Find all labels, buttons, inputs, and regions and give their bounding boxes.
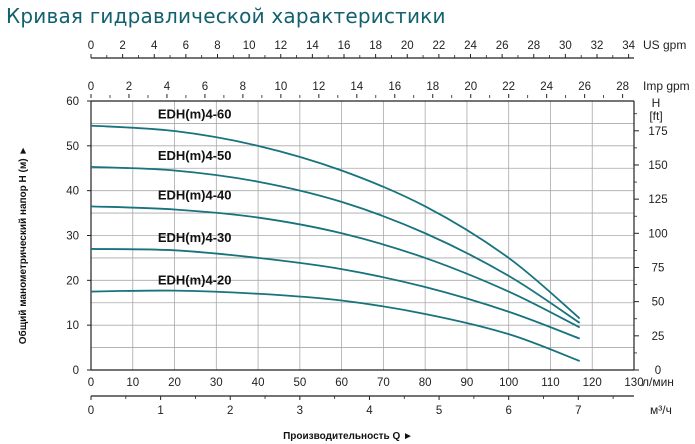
series-label: EDH(m)4-20 — [158, 273, 232, 288]
imp-gpm-tick-label: 24 — [540, 81, 553, 93]
imp-gpm-tick-label: 12 — [312, 81, 325, 93]
us-gpm-tick-label: 10 — [243, 40, 256, 52]
x-tick-label: 20 — [168, 377, 181, 389]
page-title: Кривая гидравлической характеристики — [6, 4, 446, 28]
ft-tick-label: 150 — [648, 160, 667, 172]
ft-tick-label: 75 — [652, 262, 665, 274]
x-tick-label: 50 — [293, 377, 306, 389]
curve-line — [90, 289, 581, 362]
imp-gpm-tick-label: 16 — [388, 81, 401, 93]
curve-line — [90, 166, 581, 324]
x-tick-label: 100 — [499, 377, 518, 389]
y-tick-label: 50 — [66, 141, 79, 153]
us-gpm-tick-label: 30 — [559, 40, 572, 52]
y-tick-label: 40 — [66, 186, 79, 198]
m3h-tick-label: 4 — [366, 405, 373, 417]
us-gpm-tick-label: 32 — [591, 40, 604, 52]
imp-gpm-tick-label: 22 — [502, 81, 515, 93]
m3h-tick-label: 2 — [227, 405, 233, 417]
us-gpm-tick-label: 16 — [338, 40, 351, 52]
y-tick-label: 10 — [66, 320, 79, 332]
ft-tick-label: 25 — [652, 331, 665, 343]
ft-tick-label: 0 — [655, 365, 661, 377]
imp-gpm-tick-label: 0 — [88, 81, 94, 93]
tick-marks — [87, 54, 639, 400]
us-gpm-tick-label: 0 — [88, 40, 94, 52]
m3h-tick-label: 0 — [88, 405, 94, 417]
x-tick-label: 40 — [252, 377, 265, 389]
imp-gpm-tick-label: 14 — [350, 81, 363, 93]
y-tick-label: 60 — [66, 96, 79, 108]
y-tick-label: 20 — [66, 275, 79, 287]
imp-gpm-label: Imp gpm — [643, 79, 690, 93]
curve-series — [90, 124, 581, 362]
imp-gpm-tick-label: 6 — [202, 81, 208, 93]
us-gpm-tick-label: 14 — [306, 40, 319, 52]
curve-line — [90, 248, 581, 340]
y-axis-title: Общий манометрический напор H (м) ► — [17, 146, 29, 345]
m3h-tick-label: 6 — [505, 405, 511, 417]
us-gpm-tick-label: 26 — [496, 40, 509, 52]
ft-tick-label: 100 — [648, 228, 667, 240]
ft-label-unit: [ft] — [649, 109, 662, 123]
m3h-tick-label: 5 — [436, 405, 442, 417]
us-gpm-tick-label: 22 — [432, 40, 445, 52]
us-gpm-label: US gpm — [643, 38, 686, 52]
imp-gpm-tick-label: 28 — [616, 81, 629, 93]
x-tick-label: 70 — [377, 377, 390, 389]
imp-gpm-tick-label: 20 — [464, 81, 477, 93]
y-tick-label: 30 — [66, 231, 79, 243]
curve-line — [90, 205, 581, 329]
m3h-label: м³/ч — [650, 403, 672, 417]
imp-gpm-tick-label: 2 — [126, 81, 132, 93]
series-labels: EDH(m)4-60 EDH(m)4-50 EDH(m)4-40 EDH(m)4-30… — [158, 107, 232, 288]
x-axis-title: Производительность Q ► — [283, 431, 413, 442]
imp-gpm-tick-label: 26 — [578, 81, 591, 93]
m3h-tick-label: 3 — [297, 405, 303, 417]
us-gpm-tick-label: 12 — [274, 40, 287, 52]
series-label: EDH(m)4-60 — [158, 107, 232, 122]
us-gpm-tick-label: 24 — [464, 40, 477, 52]
x-tick-label: 130 — [624, 377, 643, 389]
x-tick-label: 80 — [419, 377, 432, 389]
x-unit-label: л/мин — [642, 375, 674, 389]
ft-tick-label: 175 — [648, 126, 667, 138]
series-label: EDH(m)4-50 — [158, 148, 232, 163]
curve-line — [90, 124, 581, 320]
ft-tick-label: 125 — [648, 194, 667, 206]
imp-gpm-tick-label: 18 — [426, 81, 439, 93]
imp-gpm-tick-label: 4 — [164, 81, 171, 93]
m3h-tick-label: 1 — [157, 405, 163, 417]
x-tick-label: 60 — [335, 377, 348, 389]
x-tick-label: 110 — [541, 377, 559, 389]
series-label: EDH(m)4-40 — [158, 187, 232, 202]
us-gpm-tick-label: 2 — [119, 40, 125, 52]
us-gpm-tick-label: 4 — [151, 40, 158, 52]
imp-gpm-tick-label: 10 — [274, 81, 287, 93]
y-tick-label: 0 — [73, 365, 79, 377]
us-gpm-tick-label: 28 — [527, 40, 540, 52]
x-tick-label: 90 — [461, 377, 474, 389]
series-label: EDH(m)4-30 — [158, 230, 232, 245]
us-gpm-tick-label: 20 — [401, 40, 414, 52]
us-gpm-tick-label: 8 — [214, 40, 220, 52]
us-gpm-tick-label: 6 — [183, 40, 189, 52]
ft-tick-label: 50 — [652, 297, 665, 309]
x-tick-label: 0 — [88, 377, 94, 389]
us-gpm-tick-label: 34 — [622, 40, 635, 52]
x-tick-label: 10 — [126, 377, 139, 389]
imp-gpm-tick-label: 8 — [240, 81, 246, 93]
m3h-tick-label: 7 — [575, 405, 581, 417]
x-tick-label: 120 — [583, 377, 602, 389]
us-gpm-tick-label: 18 — [369, 40, 382, 52]
x-tick-label: 30 — [210, 377, 223, 389]
ft-label-h: H — [652, 96, 661, 110]
